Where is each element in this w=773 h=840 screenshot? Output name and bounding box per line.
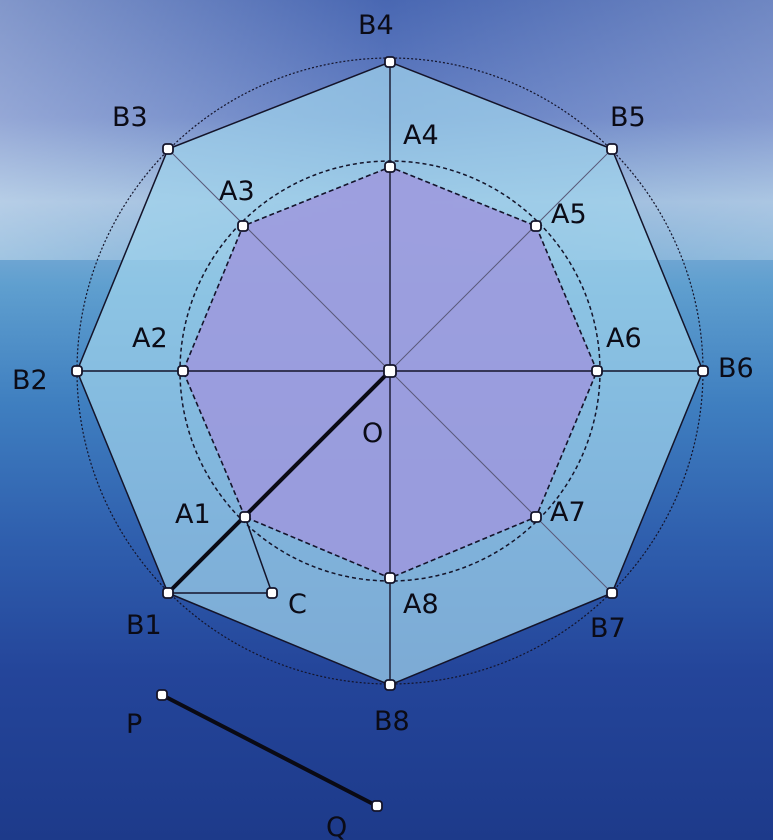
point-q bbox=[371, 800, 383, 812]
label-a4: A4 bbox=[403, 120, 439, 151]
point-a5 bbox=[530, 220, 542, 232]
segment-a1-c bbox=[244, 516, 273, 594]
point-a6 bbox=[591, 365, 603, 377]
point-a2 bbox=[177, 365, 189, 377]
label-p: P bbox=[126, 709, 142, 740]
label-a8: A8 bbox=[403, 589, 439, 620]
label-b2: B2 bbox=[12, 365, 48, 396]
point-a8 bbox=[384, 572, 396, 584]
label-a2: A2 bbox=[132, 323, 168, 354]
label-b4: B4 bbox=[358, 10, 394, 41]
label-b1: B1 bbox=[126, 610, 162, 641]
point-a1 bbox=[239, 511, 251, 523]
point-a3 bbox=[237, 220, 249, 232]
point-p bbox=[156, 689, 168, 701]
diagonal-b5-o bbox=[389, 148, 613, 372]
label-b7: B7 bbox=[590, 613, 626, 644]
label-a5: A5 bbox=[551, 199, 587, 230]
point-b8 bbox=[384, 679, 396, 691]
label-b3: B3 bbox=[112, 102, 148, 133]
label-a6: A6 bbox=[606, 323, 642, 354]
radius-o-b1 bbox=[166, 369, 392, 595]
point-o bbox=[383, 364, 397, 378]
label-b5: B5 bbox=[610, 102, 646, 133]
label-b8: B8 bbox=[374, 706, 410, 737]
point-b6 bbox=[697, 365, 709, 377]
label-a3: A3 bbox=[219, 176, 255, 207]
point-c bbox=[266, 587, 278, 599]
label-c: C bbox=[288, 589, 307, 620]
point-a7 bbox=[530, 511, 542, 523]
label-q: Q bbox=[326, 812, 347, 840]
point-b2 bbox=[71, 365, 83, 377]
point-b7 bbox=[606, 587, 618, 599]
label-b6: B6 bbox=[718, 353, 754, 384]
segment-pq bbox=[161, 693, 378, 808]
point-b1 bbox=[162, 587, 174, 599]
label-a1: A1 bbox=[175, 499, 211, 530]
label-a7: A7 bbox=[550, 497, 586, 528]
point-b4 bbox=[384, 56, 396, 68]
point-b5 bbox=[606, 143, 618, 155]
point-a4 bbox=[384, 161, 396, 173]
point-b3 bbox=[162, 143, 174, 155]
label-o: O bbox=[362, 418, 383, 449]
